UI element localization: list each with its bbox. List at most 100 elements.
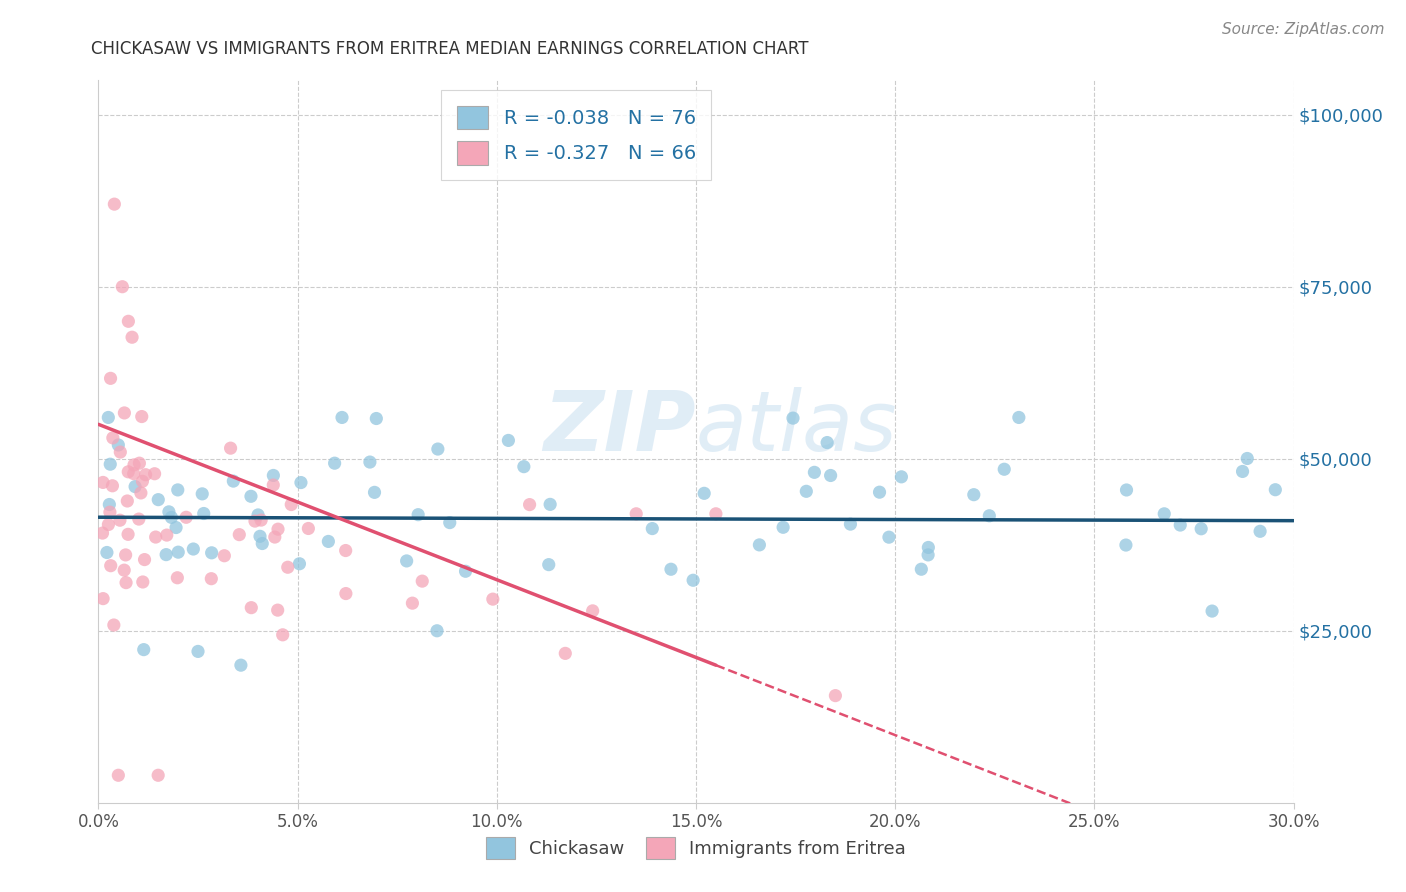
Point xyxy=(682,574,704,588)
Point xyxy=(335,586,357,600)
Point xyxy=(359,455,381,469)
Text: atlas: atlas xyxy=(696,386,897,467)
Point xyxy=(1249,524,1271,539)
Point xyxy=(143,467,166,481)
Point xyxy=(426,624,449,638)
Point xyxy=(91,591,114,606)
Point xyxy=(97,410,120,425)
Point xyxy=(1008,410,1031,425)
Point xyxy=(1168,518,1191,533)
Point xyxy=(114,548,136,562)
Point xyxy=(107,768,129,782)
Point xyxy=(1236,451,1258,466)
Point xyxy=(335,543,357,558)
Point xyxy=(117,314,139,328)
Point xyxy=(117,527,139,541)
Point xyxy=(131,475,153,489)
Point xyxy=(1232,465,1254,479)
Point xyxy=(174,510,197,524)
Point xyxy=(166,571,188,585)
Point xyxy=(229,658,252,673)
Point xyxy=(482,592,505,607)
Point xyxy=(267,603,290,617)
Point xyxy=(145,530,167,544)
Point xyxy=(1115,483,1137,497)
Point xyxy=(165,520,187,534)
Point xyxy=(704,507,727,521)
Point xyxy=(839,517,862,532)
Text: CHICKASAW VS IMMIGRANTS FROM ERITREA MEDIAN EARNINGS CORRELATION CHART: CHICKASAW VS IMMIGRANTS FROM ERITREA MED… xyxy=(91,40,808,58)
Point xyxy=(115,575,138,590)
Point xyxy=(262,468,284,483)
Point xyxy=(869,485,891,500)
Point xyxy=(121,330,143,344)
Point xyxy=(538,497,561,511)
Point xyxy=(91,475,114,490)
Point xyxy=(252,536,274,550)
Point xyxy=(110,445,132,459)
Point xyxy=(910,562,932,576)
Point xyxy=(193,507,215,521)
Point xyxy=(187,644,209,658)
Point xyxy=(498,434,520,448)
Point xyxy=(148,768,170,782)
Point xyxy=(411,574,433,588)
Point xyxy=(214,549,236,563)
Point xyxy=(454,564,477,578)
Point xyxy=(267,522,290,536)
Point xyxy=(250,513,273,527)
Point xyxy=(134,552,156,566)
Point xyxy=(157,505,180,519)
Point xyxy=(693,486,716,500)
Point xyxy=(155,548,177,562)
Point xyxy=(288,557,311,571)
Point xyxy=(122,467,145,481)
Point xyxy=(243,514,266,528)
Point xyxy=(772,520,794,534)
Point xyxy=(877,530,900,544)
Point xyxy=(239,489,262,503)
Point xyxy=(439,516,461,530)
Point xyxy=(103,618,125,632)
Point xyxy=(330,410,353,425)
Point xyxy=(824,689,846,703)
Point xyxy=(297,521,319,535)
Point xyxy=(135,467,157,482)
Text: ZIP: ZIP xyxy=(543,386,696,467)
Point xyxy=(117,465,139,479)
Point xyxy=(100,558,122,573)
Point xyxy=(659,562,682,576)
Point xyxy=(1189,522,1212,536)
Point xyxy=(191,487,214,501)
Point xyxy=(280,498,302,512)
Point xyxy=(132,574,155,589)
Point xyxy=(582,604,605,618)
Point xyxy=(167,545,190,559)
Point xyxy=(96,545,118,559)
Point xyxy=(395,554,418,568)
Point xyxy=(122,458,145,472)
Point xyxy=(201,546,224,560)
Point xyxy=(917,541,939,555)
Point xyxy=(98,505,121,519)
Point xyxy=(101,431,124,445)
Point xyxy=(228,527,250,541)
Point xyxy=(815,435,838,450)
Point xyxy=(271,628,294,642)
Point xyxy=(406,508,429,522)
Point xyxy=(129,486,152,500)
Point xyxy=(401,596,423,610)
Point xyxy=(993,462,1015,476)
Point xyxy=(917,548,939,562)
Point xyxy=(97,517,120,532)
Point xyxy=(262,478,284,492)
Point xyxy=(554,646,576,660)
Point xyxy=(794,484,817,499)
Point xyxy=(131,409,153,424)
Point xyxy=(318,534,340,549)
Point xyxy=(1115,538,1137,552)
Point xyxy=(979,508,1001,523)
Point xyxy=(240,600,263,615)
Point xyxy=(219,441,242,455)
Point xyxy=(426,442,449,456)
